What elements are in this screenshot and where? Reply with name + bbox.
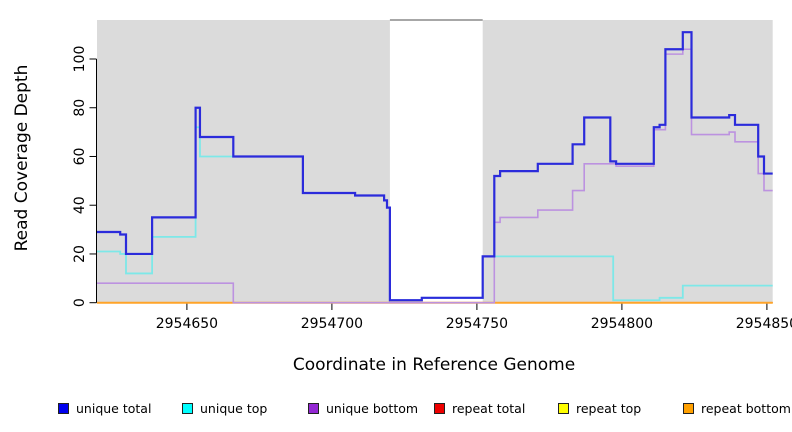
legend-label: repeat total [452, 400, 526, 416]
legend-label: unique bottom [326, 400, 419, 416]
x-tick-label: 2954650 [156, 316, 218, 332]
y-tick-label: 100 [72, 46, 88, 73]
legend-item-unique-total: unique total [58, 398, 151, 418]
y-tick-label: 60 [72, 148, 88, 166]
legend-swatch-repeat-total [434, 402, 445, 414]
legend-swatch-unique-total [58, 402, 69, 414]
y-tick-label: 20 [72, 245, 88, 263]
legend-item-unique-top: unique top [182, 398, 267, 418]
shaded-region [482, 20, 773, 303]
y-axis [89, 58, 97, 304]
x-tick-label: 2954700 [301, 316, 363, 332]
y-tick-label: 40 [72, 196, 88, 214]
x-tick-label: 2954800 [591, 316, 653, 332]
y-axis-title: Read Coverage Depth [12, 65, 32, 252]
legend-label: repeat bottom [701, 400, 791, 416]
y-tick-label: 0 [72, 298, 88, 307]
legend-swatch-repeat-top [558, 402, 569, 414]
x-axis [186, 303, 768, 310]
legend-label: unique total [76, 400, 152, 416]
x-axis-title: Coordinate in Reference Genome [293, 355, 575, 375]
x-tick-label: 2954850 [736, 316, 792, 332]
legend-swatch-unique-bottom [308, 402, 319, 414]
legend-label: unique top [200, 400, 268, 416]
legend-swatch-unique-top [182, 402, 193, 414]
chart-legend: unique total unique top unique bottom re… [0, 398, 792, 420]
series-line-unique-total [97, 31, 773, 302]
legend-swatch-repeat-bottom [683, 402, 694, 414]
legend-item-repeat-bottom: repeat bottom [683, 398, 791, 418]
legend-item-repeat-total: repeat total [434, 398, 525, 418]
legend-item-repeat-top: repeat top [558, 398, 641, 418]
y-tick-label: 80 [72, 99, 88, 117]
legend-label: repeat top [576, 400, 642, 416]
shaded-region [97, 20, 390, 303]
legend-item-unique-bottom: unique bottom [308, 398, 418, 418]
x-tick-label: 2954750 [446, 316, 508, 332]
